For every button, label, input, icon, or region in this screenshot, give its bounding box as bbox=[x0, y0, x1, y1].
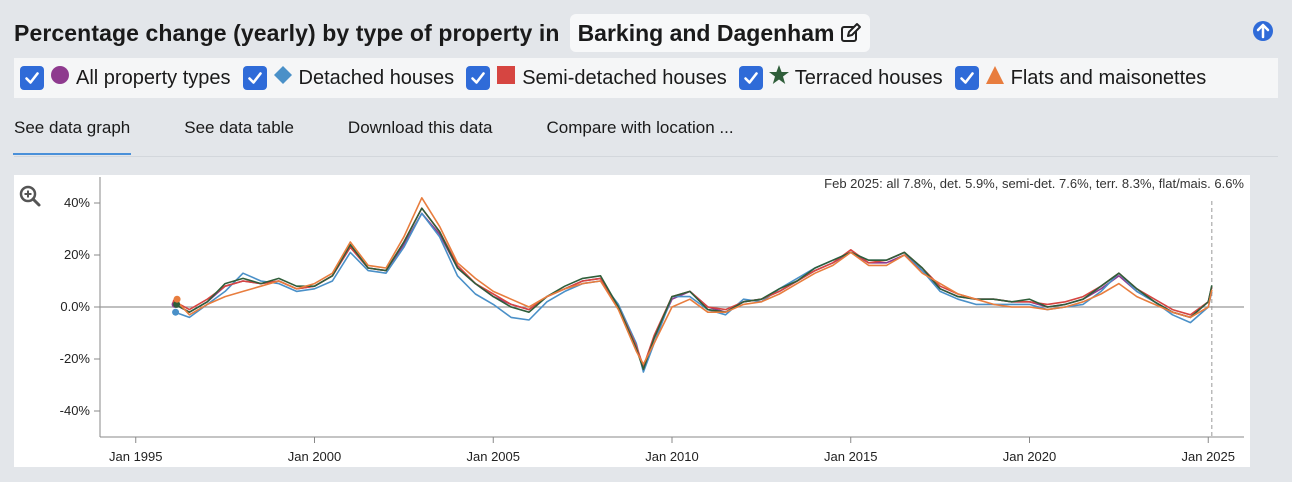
legend-item[interactable]: All property types bbox=[20, 65, 231, 91]
x-tick-label: Jan 2020 bbox=[1003, 449, 1057, 464]
series-line-3 bbox=[174, 207, 1213, 371]
x-tick-label: Jan 2010 bbox=[645, 449, 699, 464]
location-name: Barking and Dagenham bbox=[577, 19, 835, 46]
series-line-0 bbox=[174, 212, 1213, 368]
x-tick-label: Jan 1995 bbox=[109, 449, 163, 464]
circle-marker-icon bbox=[50, 65, 70, 91]
tab-bar: See data graph See data table Download thi… bbox=[12, 110, 1278, 156]
y-tick-label: -40% bbox=[60, 403, 91, 418]
series-start-marker-4 bbox=[173, 295, 181, 303]
y-tick-label: -20% bbox=[60, 351, 91, 366]
legend: All property types Detached houses Semi-de… bbox=[14, 58, 1278, 98]
legend-item[interactable]: Flats and maisonettes bbox=[954, 65, 1207, 91]
page-title: Percentage change (yearly) by type of pr… bbox=[14, 19, 560, 46]
series-line-1 bbox=[174, 212, 1213, 373]
x-tick-label: Jan 2025 bbox=[1182, 449, 1236, 464]
series-start-marker-1 bbox=[172, 308, 180, 316]
y-tick-label: 20% bbox=[64, 247, 90, 262]
checkbox-icon[interactable] bbox=[466, 66, 491, 90]
legend-label: Semi-detached houses bbox=[522, 66, 727, 89]
legend-label: Flats and maisonettes bbox=[1010, 66, 1207, 89]
legend-item[interactable]: Detached houses bbox=[242, 65, 455, 91]
tab-0[interactable]: See data graph bbox=[12, 110, 132, 155]
diamond-marker-icon bbox=[273, 65, 293, 91]
tab-1[interactable]: See data table bbox=[184, 118, 294, 137]
legend-label: All property types bbox=[76, 66, 231, 89]
square-marker-icon bbox=[496, 65, 516, 91]
tab-divider bbox=[14, 156, 1278, 157]
checkbox-icon[interactable] bbox=[954, 66, 979, 90]
chart-area: 40% 20% 0.0% -20% -40% Jan 1995 Jan 2000 Jan 20… bbox=[14, 175, 1250, 467]
line-chart: 40% 20% 0.0% -20% -40% Jan 1995 Jan 2000 Jan 20… bbox=[60, 177, 1244, 464]
tab-3[interactable]: Compare with location ... bbox=[546, 118, 734, 137]
series-start-marker-3 bbox=[173, 300, 181, 308]
title-row: Percentage change (yearly) by type of pr… bbox=[14, 14, 871, 52]
y-tick-label: 0.0% bbox=[60, 299, 90, 314]
y-tick-label: 40% bbox=[64, 195, 90, 210]
legend-item[interactable]: Semi-detached houses bbox=[466, 65, 727, 91]
x-tick-label: Jan 2015 bbox=[824, 449, 878, 464]
x-tick-label: Jan 2005 bbox=[467, 449, 521, 464]
legend-label: Detached houses bbox=[298, 66, 455, 89]
legend-label: Terraced houses bbox=[794, 66, 943, 89]
star-marker-icon bbox=[768, 65, 789, 91]
triangle-marker-icon bbox=[985, 65, 1005, 91]
arrow-up-circle-icon[interactable] bbox=[1252, 20, 1274, 42]
chart-summary: Feb 2025: all 7.8%, det. 5.9%, semi-det.… bbox=[824, 176, 1244, 191]
checkbox-icon[interactable] bbox=[242, 66, 267, 90]
zoom-in-icon[interactable] bbox=[18, 184, 42, 208]
tab-2[interactable]: Download this data bbox=[347, 118, 493, 137]
edit-icon[interactable] bbox=[840, 22, 862, 44]
legend-item[interactable]: Terraced houses bbox=[738, 65, 943, 91]
checkbox-icon[interactable] bbox=[738, 66, 763, 90]
checkbox-icon[interactable] bbox=[20, 66, 44, 90]
series-line-2 bbox=[174, 207, 1213, 368]
location-selector[interactable]: Barking and Dagenham bbox=[569, 14, 871, 52]
series-line-4 bbox=[174, 196, 1213, 365]
x-tick-label: Jan 2000 bbox=[288, 449, 342, 464]
